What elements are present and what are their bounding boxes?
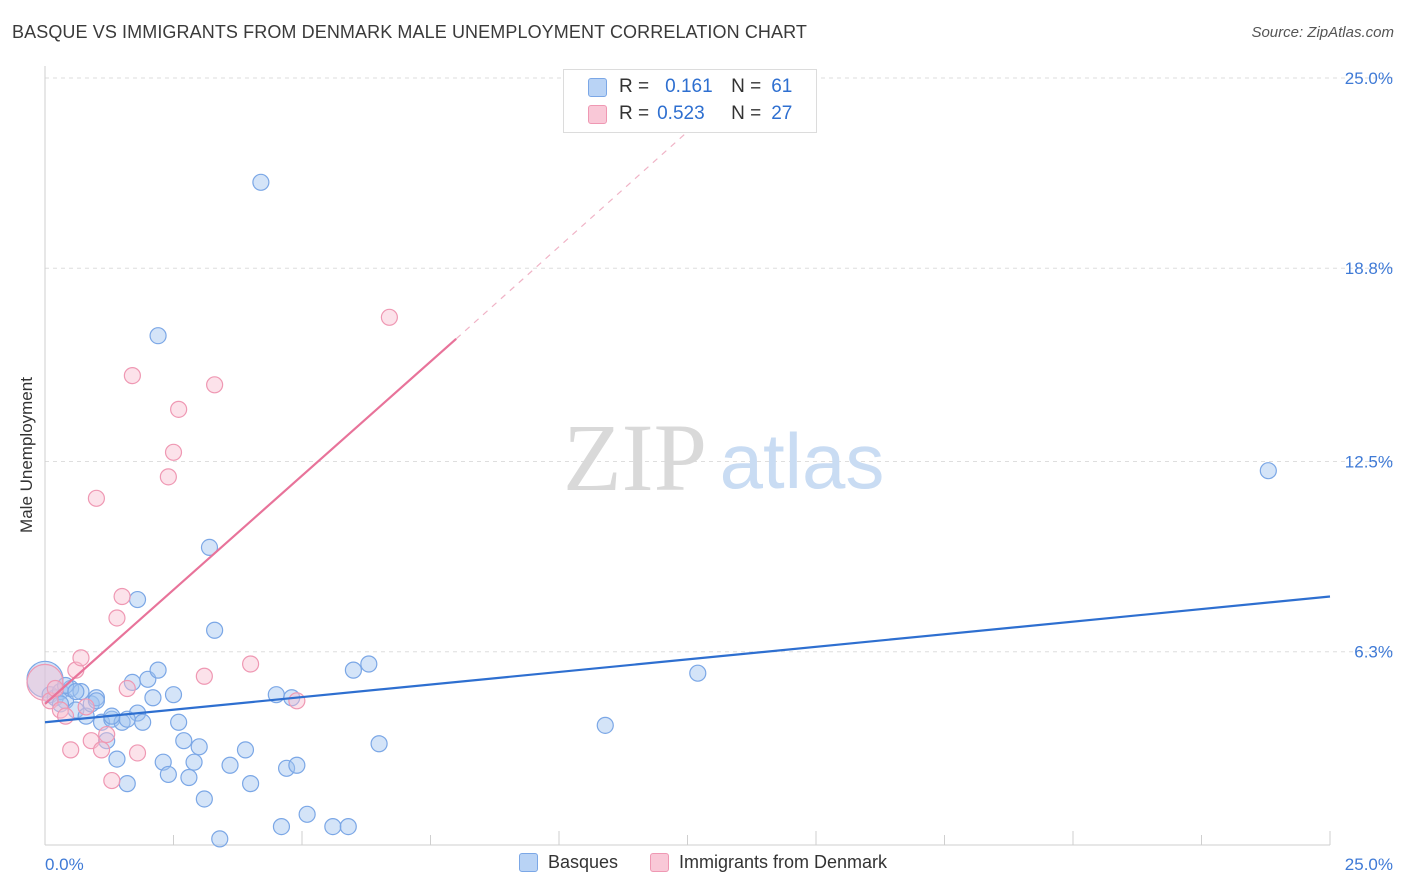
basques-point — [242, 775, 260, 793]
denmark-point — [128, 744, 147, 762]
stats-legend: R = 0.161 N = 61 R = 0.523 N = 27 — [563, 69, 817, 133]
series-denmark — [26, 308, 398, 790]
y-tick-label: 6.3% — [1354, 643, 1393, 662]
legend-label-basques: Basques — [547, 852, 618, 872]
basques-point — [206, 621, 224, 639]
trend-lines — [44, 108, 1331, 724]
denmark-point — [103, 771, 121, 790]
basques-point — [272, 817, 291, 836]
denmark-point — [206, 376, 224, 394]
basques-point — [118, 775, 136, 793]
denmark-point — [98, 725, 116, 744]
legend-r-value: 0.161 — [665, 76, 713, 97]
legend-r-label: R = — [619, 76, 650, 97]
basques-point — [67, 682, 85, 701]
chart-title: BASQUE VS IMMIGRANTS FROM DENMARK MALE U… — [12, 22, 807, 42]
basques-point — [149, 327, 167, 345]
basques-point — [324, 817, 342, 836]
denmark-point — [288, 692, 306, 710]
basques-point — [211, 830, 229, 848]
basques-point — [252, 173, 270, 191]
basques-point — [175, 732, 193, 750]
basques-point — [298, 805, 316, 823]
watermark-atlas: atlas — [720, 417, 885, 505]
basques-point — [185, 753, 203, 771]
basques-point — [144, 689, 162, 707]
legend-swatch-basques — [588, 77, 607, 97]
basques-point — [200, 538, 219, 557]
legend-item-basques[interactable]: Basques — [518, 852, 618, 873]
legend-item-denmark[interactable]: Immigrants from Denmark — [650, 852, 887, 873]
source-label: Source: ZipAtlas.com — [1251, 24, 1394, 41]
legend-n-label: N = — [731, 76, 762, 97]
watermark-zip: ZIP — [563, 404, 707, 511]
basques-point — [195, 790, 213, 808]
legend-n-value: 27 — [771, 103, 793, 124]
basques-point — [72, 682, 90, 701]
axes — [44, 66, 1331, 846]
denmark-point — [77, 698, 95, 716]
denmark-point — [92, 741, 111, 759]
x-tick-label: 25.0% — [1345, 855, 1393, 874]
denmark-point — [123, 366, 141, 385]
y-tick-label: 25.0% — [1345, 69, 1393, 88]
basques-point — [339, 817, 357, 836]
series-legend: Basques Immigrants from Denmark — [0, 852, 1406, 873]
basques-point — [689, 664, 707, 682]
basques-point — [277, 759, 296, 777]
tick-labels: 6.3% 12.5% 18.8% 25.0% 0.0% 25.0% — [45, 69, 1393, 874]
basques-point — [360, 655, 378, 673]
basques-point — [108, 750, 126, 768]
legend-row-denmark: R = 0.523 N = 27 — [588, 102, 792, 126]
basques-point — [87, 692, 106, 710]
denmark-point — [170, 400, 188, 418]
legend-n-label: N = — [731, 103, 762, 124]
y-tick-label: 12.5% — [1345, 453, 1393, 472]
denmark-point — [164, 443, 183, 461]
denmark-point — [159, 468, 177, 486]
legend-r-value: 0.523 — [657, 103, 705, 124]
basques-point — [164, 686, 183, 704]
legend-swatch-denmark — [650, 853, 669, 872]
y-tick-label: 18.8% — [1345, 259, 1393, 278]
legend-r-label: R = — [619, 103, 650, 124]
basques-point — [134, 713, 152, 731]
basques-point — [596, 716, 614, 734]
basques-point — [370, 735, 388, 753]
denmark-point — [113, 587, 131, 606]
trend-line-denmark — [44, 337, 457, 705]
basques-point — [149, 661, 167, 679]
denmark-point — [62, 741, 80, 759]
legend-n-value: 61 — [771, 76, 793, 97]
basques-point — [128, 590, 147, 609]
basques-point — [344, 661, 362, 679]
basques-point — [288, 756, 306, 774]
basques-point — [190, 738, 208, 756]
basques-point — [159, 765, 177, 784]
legend-label-denmark: Immigrants from Denmark — [679, 852, 888, 872]
denmark-point — [26, 663, 64, 701]
legend-row-basques: R = 0.161 N = 61 — [588, 75, 792, 99]
basques-point — [236, 741, 255, 759]
legend-swatch-denmark — [588, 104, 607, 124]
basques-point — [1259, 462, 1277, 480]
denmark-point — [118, 679, 136, 698]
trend-line-basques — [44, 595, 1331, 724]
denmark-point — [380, 308, 398, 326]
denmark-point — [87, 489, 106, 507]
gridlines — [45, 77, 1393, 653]
denmark-point — [108, 609, 126, 627]
legend-swatch-basques — [518, 853, 538, 872]
basques-point — [180, 768, 198, 787]
denmark-point — [242, 655, 260, 673]
denmark-point — [72, 649, 90, 667]
denmark-point — [195, 667, 213, 685]
basques-point — [221, 756, 239, 774]
x-tick-label: 0.0% — [45, 855, 84, 874]
trend-line-denmark-extension — [455, 108, 714, 340]
basques-point — [170, 713, 188, 731]
